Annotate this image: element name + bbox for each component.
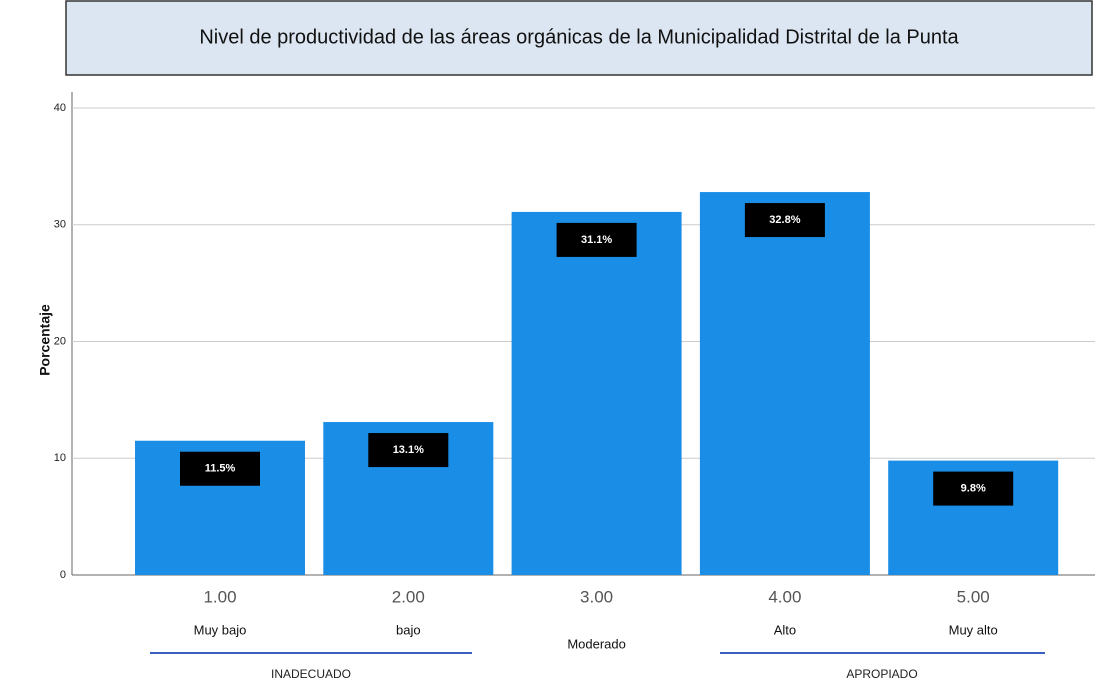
y-tick-label: 0: [60, 569, 66, 581]
y-tick-label: 10: [54, 452, 66, 464]
x-tick-label: 3.00: [580, 587, 613, 606]
x-tick-label: 1.00: [203, 587, 236, 606]
level-label: bajo: [396, 622, 421, 637]
level-label: Muy bajo: [194, 622, 247, 637]
y-axis-label: Porcentaje: [37, 304, 53, 376]
y-tick-label: 30: [54, 219, 66, 231]
bar: [511, 211, 682, 575]
group-label: APROPIADO: [846, 667, 917, 681]
bar: [699, 192, 870, 575]
level-label: Moderado: [567, 636, 626, 651]
y-tick-label: 40: [54, 102, 66, 114]
value-label: 32.8%: [769, 214, 800, 226]
y-tick-label: 20: [54, 335, 66, 347]
value-label-box: [556, 222, 637, 257]
x-tick-label: 5.00: [957, 587, 990, 606]
value-label: 13.1%: [393, 444, 424, 456]
value-label: 31.1%: [581, 234, 612, 246]
value-label: 9.8%: [961, 482, 986, 494]
value-label: 11.5%: [205, 463, 236, 475]
group-label: INADECUADO: [271, 667, 351, 681]
level-label: Alto: [774, 622, 796, 637]
x-tick-label: 4.00: [768, 587, 801, 606]
level-label: Muy alto: [949, 622, 998, 637]
value-label-box: [744, 203, 825, 238]
value-label-box: [933, 471, 1014, 506]
title-box: [65, 0, 1093, 76]
x-tick-label: 2.00: [392, 587, 425, 606]
chart-title: Nivel de productividad de las áreas orgá…: [199, 26, 959, 48]
value-label-box: [368, 433, 449, 468]
value-label-box: [180, 451, 260, 486]
